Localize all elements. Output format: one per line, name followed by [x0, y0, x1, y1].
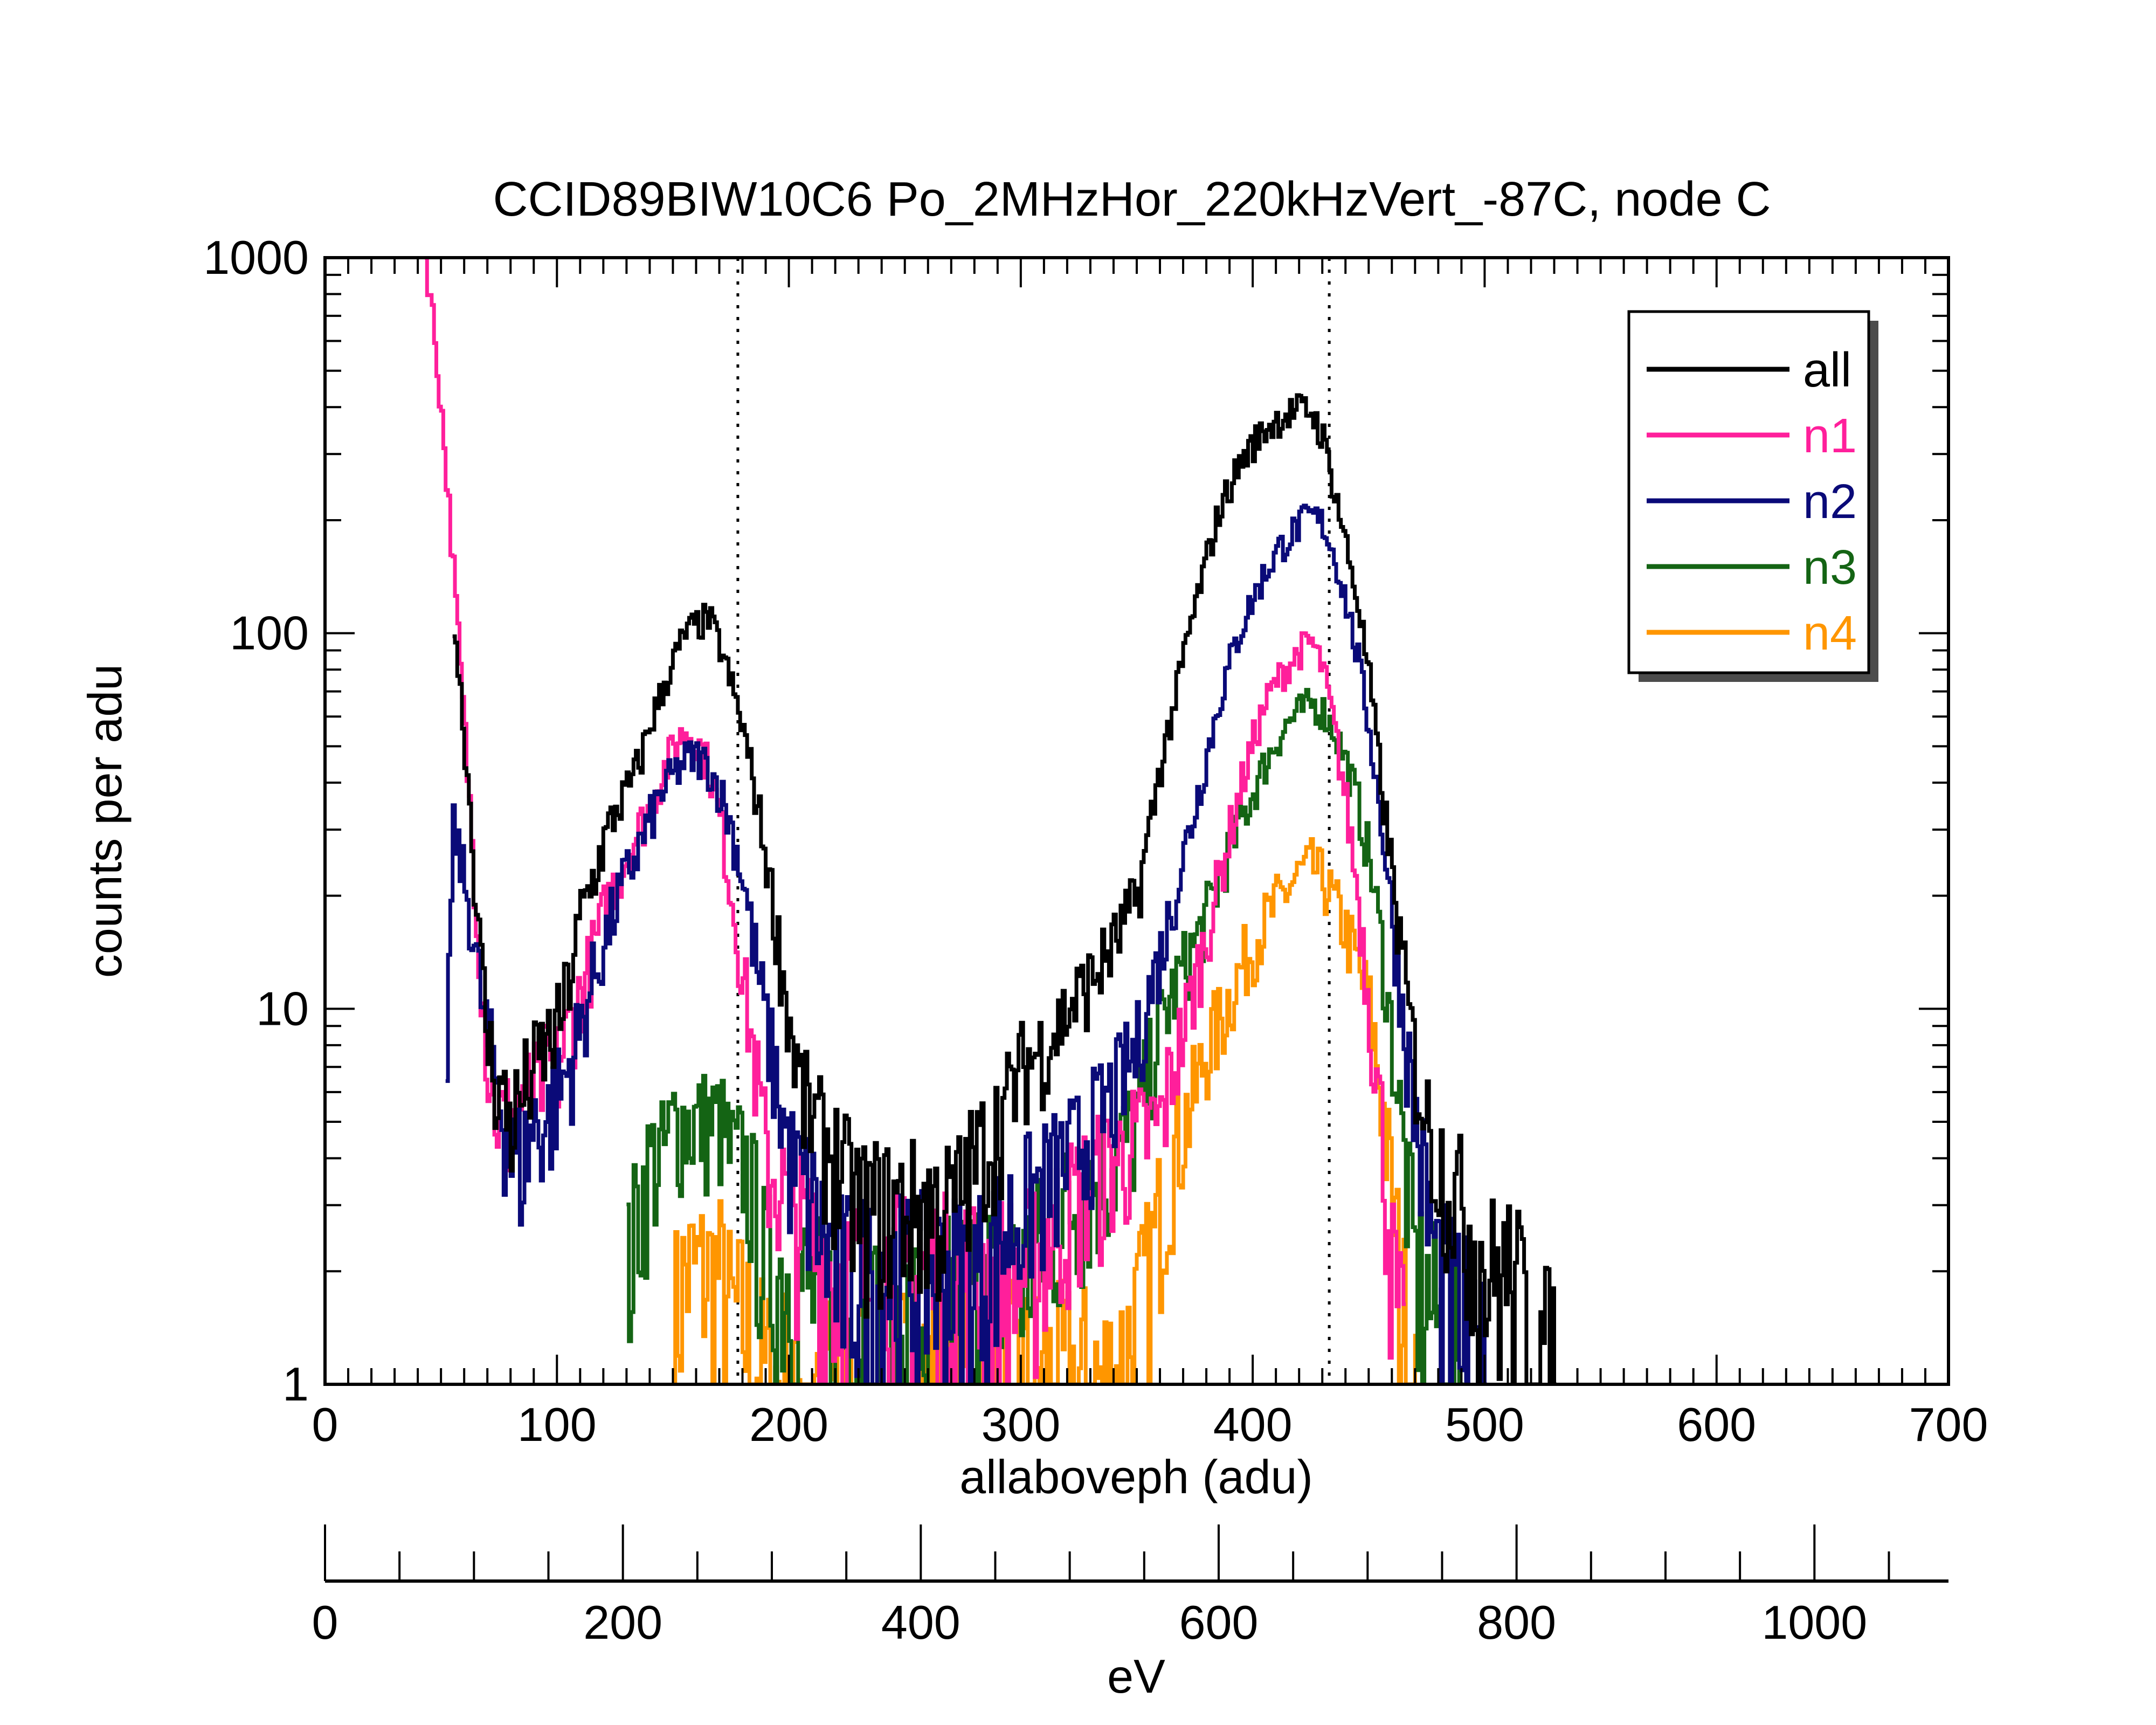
secondary-axis-ticks: [324, 1524, 1890, 1581]
legend-items: all n1 n2 n3 n4: [1647, 343, 1857, 660]
series-line-all: [452, 393, 1557, 1384]
secondary-tick-label: 600: [1179, 1596, 1259, 1649]
y-tick-label: 1000: [203, 231, 309, 284]
axis-ticks: [324, 257, 1950, 1385]
legend-label-all: all: [1803, 343, 1851, 397]
legend-label-n3: n3: [1803, 541, 1857, 595]
y-tick-label: 100: [230, 606, 309, 660]
secondary-axis-tick-labels: 0 200 400 600 800 1000: [312, 1596, 1868, 1649]
x-tick-label: 600: [1677, 1398, 1756, 1451]
y-tick-label: 10: [256, 982, 309, 1035]
y-tick-label: 1: [282, 1357, 309, 1411]
x-tick-label: 100: [517, 1398, 597, 1451]
legend-label-n1: n1: [1803, 409, 1857, 463]
secondary-axis-label: eV: [1107, 1650, 1165, 1703]
x-axis-label: allaboveph (adu): [959, 1450, 1313, 1503]
x-tick-label: 400: [1213, 1398, 1293, 1451]
chart-title: CCID89BIW10C6 Po_2MHzHor_220kHzVert_-87C…: [493, 172, 1771, 226]
x-tick-label: 300: [981, 1398, 1060, 1451]
x-tick-label: 700: [1909, 1398, 1988, 1451]
x-tick-label: 500: [1445, 1398, 1524, 1451]
secondary-tick-label: 1000: [1761, 1596, 1867, 1649]
secondary-tick-label: 400: [881, 1596, 960, 1649]
legend: all n1 n2 n3 n4: [1627, 310, 1878, 682]
secondary-tick-label: 200: [583, 1596, 662, 1649]
x-tick-label: 0: [312, 1398, 338, 1451]
x-tick-label: 200: [749, 1398, 828, 1451]
secondary-tick-label: 0: [312, 1596, 338, 1649]
legend-label-n2: n2: [1803, 475, 1857, 529]
y-axis-tick-labels: 1 10 100 1000: [203, 231, 309, 1411]
reference-lines: [736, 258, 1331, 1384]
legend-label-n4: n4: [1803, 606, 1857, 660]
secondary-tick-label: 800: [1477, 1596, 1556, 1649]
x-axis-tick-labels: 0 100 200 300 400 500 600 700: [312, 1398, 1988, 1451]
series-group: [425, 258, 1557, 1384]
legend-box: [1627, 310, 1870, 674]
y-axis-label: counts per adu: [78, 664, 132, 978]
